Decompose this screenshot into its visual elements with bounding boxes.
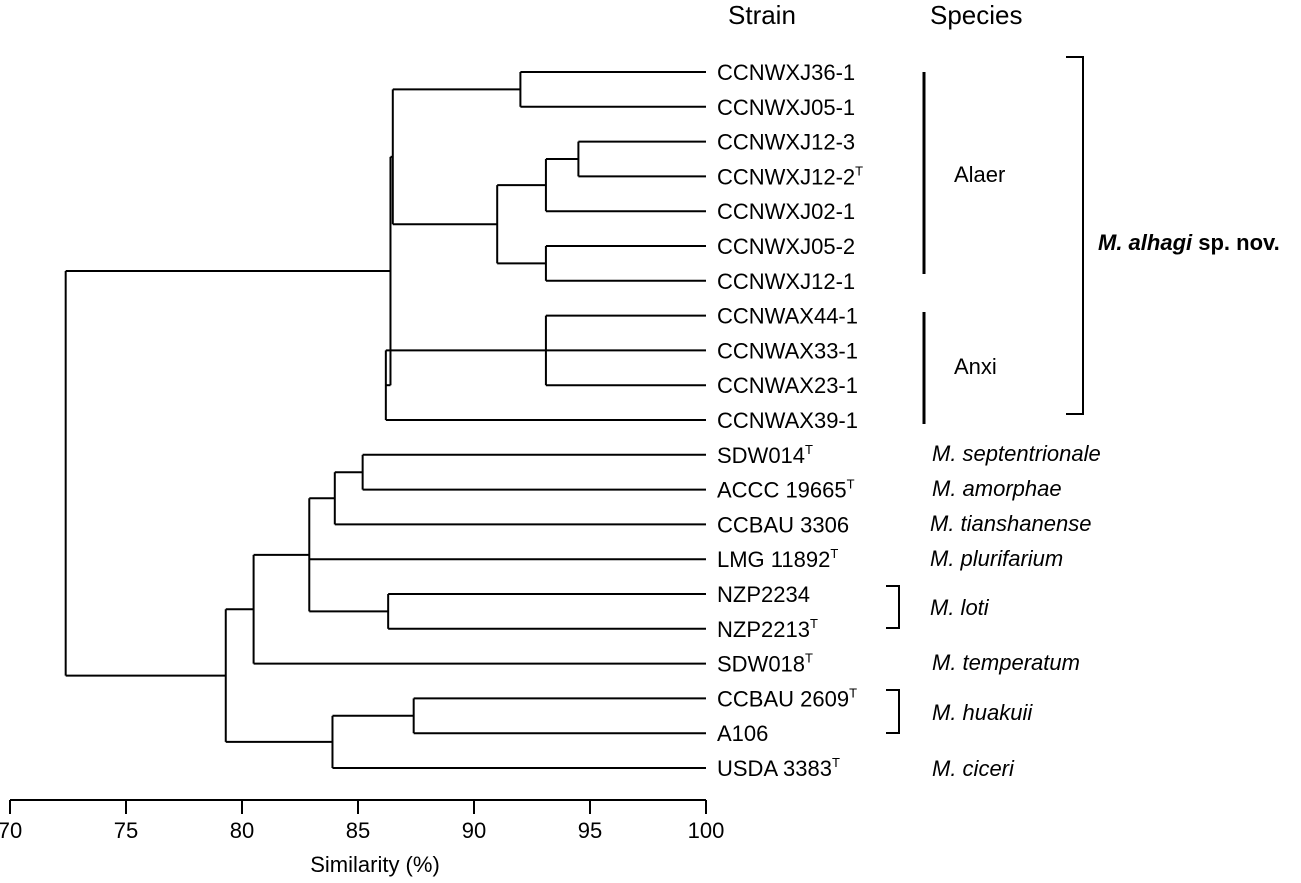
type-strain-mark: T	[810, 616, 818, 631]
species-label-ciceri: M. ciceri	[932, 756, 1015, 781]
strain-name: CCBAU 3306	[717, 512, 849, 537]
strain-label: CCNWXJ12-3	[717, 130, 855, 155]
x-axis-tick-label: 75	[114, 818, 138, 843]
type-strain-mark: T	[830, 546, 838, 561]
strain-label: CCNWXJ05-1	[717, 95, 855, 120]
strain-name: CCNWAX44-1	[717, 304, 858, 329]
strain-label: CCBAU 3306	[717, 512, 849, 537]
strain-name: CCNWXJ12-1	[717, 269, 855, 294]
strain-name: A106	[717, 721, 768, 746]
strain-name: CCNWXJ36-1	[717, 60, 855, 85]
type-strain-mark: T	[855, 163, 863, 178]
alaer-group-label: Alaer	[954, 162, 1005, 187]
species-label-septentrionale: M. septentrionale	[932, 441, 1101, 466]
type-strain-mark: T	[805, 651, 813, 666]
strain-name: LMG 11892	[717, 547, 830, 572]
strain-label: CCNWXJ02-1	[717, 199, 855, 224]
strain-label: USDA 3383T	[717, 755, 840, 781]
strain-name: CCNWXJ05-2	[717, 234, 855, 259]
strain-name: NZP2234	[717, 582, 810, 607]
strain-label: ACCC 19665T	[717, 477, 855, 503]
strain-label: CCBAU 2609T	[717, 685, 857, 711]
strain-name: CCNWXJ05-1	[717, 95, 855, 120]
loti-bracket	[886, 585, 900, 629]
strain-label: NZP2213T	[717, 616, 818, 642]
type-strain-mark: T	[849, 685, 857, 700]
strain-name: USDA 3383	[717, 756, 832, 781]
x-axis-label: Similarity (%)	[310, 852, 440, 877]
strain-label: CCNWXJ12-2T	[717, 163, 863, 189]
x-axis-tick-label: 95	[578, 818, 602, 843]
strain-name: CCNWAX39-1	[717, 408, 858, 433]
new-species-bracket	[1066, 56, 1084, 415]
strain-label: CCNWXJ05-2	[717, 234, 855, 259]
strain-name: CCNWAX23-1	[717, 373, 858, 398]
species-label-temperatum: M. temperatum	[932, 650, 1080, 675]
type-strain-mark: T	[847, 477, 855, 492]
strain-label: CCNWXJ36-1	[717, 60, 855, 85]
new-species-genus: M. alhagi	[1098, 230, 1193, 255]
strain-name: ACCC 19665	[717, 478, 847, 503]
strain-label: CCNWAX39-1	[717, 408, 858, 433]
species-column-header: Species	[930, 0, 1023, 30]
strain-name: CCNWXJ12-3	[717, 130, 855, 155]
strain-label: LMG 11892T	[717, 546, 838, 572]
strain-name: CCNWAX33-1	[717, 338, 858, 363]
x-axis-tick-label: 80	[230, 818, 254, 843]
new-species-suffix: sp. nov.	[1192, 230, 1280, 255]
strain-name: CCNWXJ12-2	[717, 164, 855, 189]
strain-column-header: Strain	[728, 0, 796, 30]
strain-name: SDW018	[717, 652, 805, 677]
type-strain-mark: T	[805, 442, 813, 457]
strain-label: SDW018T	[717, 651, 813, 677]
type-strain-mark: T	[832, 755, 840, 770]
species-label-amorphae: M. amorphae	[932, 476, 1062, 501]
strain-name: NZP2213	[717, 617, 810, 642]
strain-label: CCNWAX23-1	[717, 373, 858, 398]
x-axis-ticks: 70 75 80 85 90 95 100	[0, 800, 724, 843]
huakuii-bracket	[886, 689, 900, 734]
new-species-label: M. alhagi sp. nov.	[1098, 230, 1280, 255]
x-axis-tick-label: 100	[688, 818, 725, 843]
anxi-group-label: Anxi	[954, 354, 997, 379]
species-label-plurifarium: M. plurifarium	[930, 546, 1063, 571]
x-axis-tick-label: 90	[462, 818, 486, 843]
strain-label: A106	[717, 721, 768, 746]
species-label-loti: M. loti	[930, 595, 990, 620]
x-axis-tick-label: 70	[0, 818, 22, 843]
strain-name: CCBAU 2609	[717, 686, 849, 711]
strain-name: CCNWXJ02-1	[717, 199, 855, 224]
strain-name: SDW014	[717, 443, 805, 468]
strain-label: SDW014T	[717, 442, 813, 468]
species-label-huakuii: M. huakuii	[932, 700, 1033, 725]
strain-label: CCNWAX44-1	[717, 304, 858, 329]
species-label-tianshanense: M. tianshanense	[930, 511, 1091, 536]
strain-label: CCNWXJ12-1	[717, 269, 855, 294]
x-axis-tick-label: 85	[346, 818, 370, 843]
strain-label: NZP2234	[717, 582, 810, 607]
strain-label: CCNWAX33-1	[717, 338, 858, 363]
strain-labels: CCNWXJ36-1 CCNWXJ05-1 CCNWXJ12-3 CCNWXJ12-2…	[717, 60, 863, 781]
dendrogram-tree	[64, 71, 706, 769]
